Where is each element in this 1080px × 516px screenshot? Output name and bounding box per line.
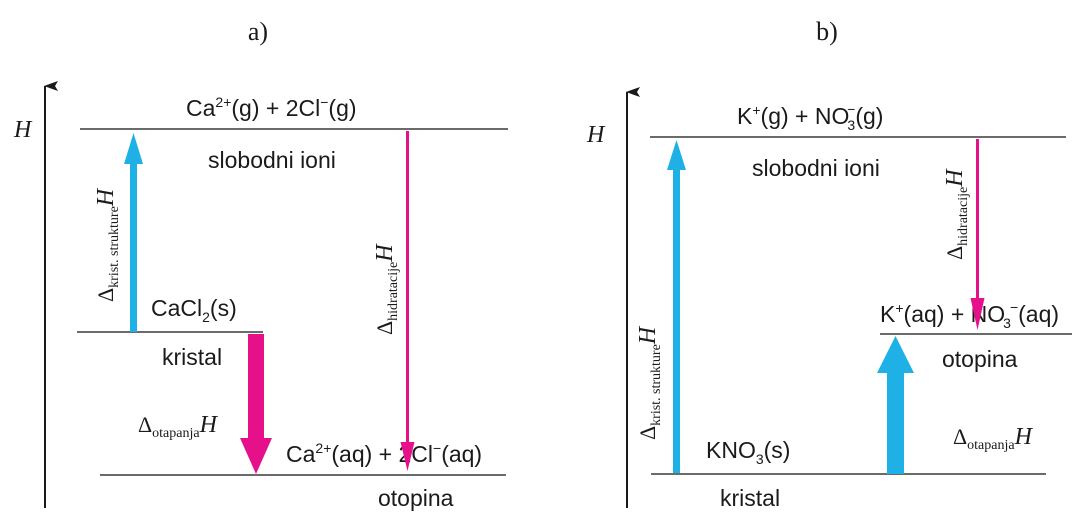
panel-b-hydration-arrow (970, 139, 985, 330)
panel-a-solution-label: otopina (378, 485, 454, 511)
panel-b-solution-formula: K+(aq) + NO3−(aq) (880, 299, 1059, 331)
panel-a: a) H Ca2+(g) + 2Cl−(g) slobodni ioni CaC… (13, 17, 508, 511)
panel-b-solution-arrow (877, 336, 914, 474)
panel-a-crystal-formula: CaCl2(s) (151, 295, 237, 325)
panel-b-crystal-formula: KNO3(s) (706, 437, 790, 467)
panel-a-axis-label: H (13, 117, 33, 143)
panel-a-free-ions-formula: Ca2+(g) + 2Cl−(g) (186, 94, 357, 121)
panel-b-free-ions-formula: K+(g) + NO3−(g) (737, 101, 883, 133)
panel-a-solution-formula: Ca2+(aq) + 2Cl−(aq) (286, 440, 482, 467)
panel-b-free-ions-label: slobodni ioni (752, 155, 880, 181)
panel-a-lattice-arrow (124, 133, 143, 332)
panel-b-solution-enthalpy-label: ΔotapanjaH (953, 424, 1034, 453)
panel-a-lattice-label: Δkrist. struktureH (93, 187, 122, 302)
panel-b-lattice-label: Δkrist. struktureH (635, 325, 664, 440)
panel-a-hydration-arrow (400, 131, 415, 471)
panel-b-hydration-label: ΔhidratacijeH (942, 168, 971, 260)
panel-b-label: b) (816, 17, 838, 46)
panel-b-solution-label: otopina (942, 346, 1018, 372)
panel-a-free-ions-label: slobodni ioni (208, 147, 336, 173)
panel-a-label: a) (248, 17, 268, 46)
panel-b-lattice-arrow (667, 140, 686, 473)
panel-b-crystal-label: kristal (720, 485, 780, 511)
panel-a-crystal-label: kristal (162, 344, 222, 370)
panel-a-solution-arrow (240, 334, 272, 474)
panel-a-hydration-label: ΔhidratacijeH (372, 243, 401, 335)
panel-b: b) H K+(g) + NO3−(g) slobodni ioni K+(aq… (586, 17, 1072, 511)
panel-a-solution-enthalpy-label: ΔotapanjaH (138, 412, 219, 441)
panel-b-axis-label: H (586, 122, 606, 148)
